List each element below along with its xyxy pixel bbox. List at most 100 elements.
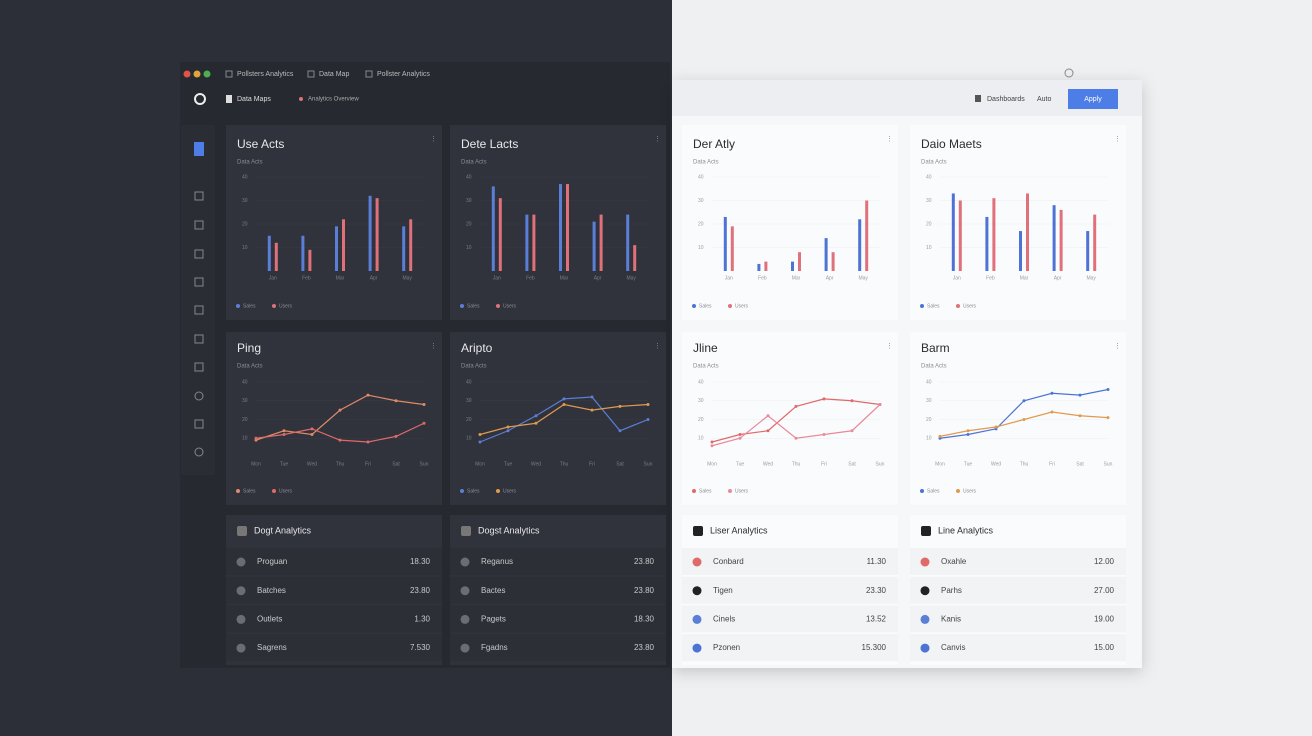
y-tick-label: 30 xyxy=(698,198,704,204)
chart-menu[interactable]: ⋮ xyxy=(430,136,437,143)
table-row[interactable] xyxy=(910,548,1126,575)
line-point xyxy=(766,429,770,433)
bar xyxy=(1086,231,1090,271)
bar xyxy=(723,216,727,271)
tab[interactable]: Data Map xyxy=(319,71,349,78)
bar xyxy=(1019,231,1022,271)
row-icon xyxy=(236,643,246,653)
chart-menu[interactable]: ⋮ xyxy=(1114,136,1121,143)
line-point xyxy=(966,433,970,436)
sidebar-icon[interactable] xyxy=(194,362,204,372)
x-tick-label: Feb xyxy=(758,275,767,281)
line-point xyxy=(1078,393,1082,397)
sidebar-icon[interactable] xyxy=(194,334,204,344)
legend-label: Sales xyxy=(467,303,480,309)
logo[interactable] xyxy=(194,93,206,105)
legend-label: Users xyxy=(735,303,749,309)
table-row[interactable] xyxy=(910,634,1126,662)
x-tick-label: Fri xyxy=(1049,461,1055,467)
chart-menu[interactable]: ⋮ xyxy=(654,343,661,350)
sidebar-icon[interactable] xyxy=(194,447,204,457)
table-row[interactable] xyxy=(682,548,898,575)
sidebar-active-icon[interactable] xyxy=(194,142,204,156)
sidebar-icon[interactable] xyxy=(194,220,204,230)
row-value: 19.00 xyxy=(1094,615,1115,624)
table-row[interactable] xyxy=(226,576,442,604)
sidebar-icons xyxy=(194,191,204,457)
table-row[interactable] xyxy=(682,605,898,633)
legend-swatch xyxy=(920,489,924,493)
window-maximize[interactable] xyxy=(203,70,211,78)
bar xyxy=(764,261,768,271)
tab[interactable]: Pollsters Analytics xyxy=(237,71,294,78)
legend-swatch xyxy=(460,304,464,308)
sidebar-icon[interactable] xyxy=(194,391,204,401)
tab-icon xyxy=(225,70,233,78)
y-tick-label: 20 xyxy=(242,417,248,423)
table-row[interactable] xyxy=(450,634,666,662)
row-icon xyxy=(920,614,930,624)
table-row[interactable] xyxy=(910,605,1126,633)
breadcrumb[interactable]: Analytics Overview xyxy=(308,97,359,103)
y-tick-label: 40 xyxy=(926,174,932,180)
row-value: 23.80 xyxy=(634,586,655,595)
line-point xyxy=(338,408,342,412)
table-row[interactable] xyxy=(910,576,1126,604)
chart-card xyxy=(910,125,1126,320)
sidebar-icon[interactable] xyxy=(194,419,204,429)
table-icon xyxy=(693,526,703,536)
chart-menu[interactable]: ⋮ xyxy=(430,343,437,350)
chart-menu[interactable]: ⋮ xyxy=(654,136,661,143)
table-row[interactable] xyxy=(682,634,898,662)
table-row[interactable] xyxy=(226,548,442,575)
chart-subtitle: Data Acts xyxy=(237,160,263,166)
legend-label: Sales xyxy=(243,303,256,309)
row-label: Proguan xyxy=(257,557,287,566)
chart-menu[interactable]: ⋮ xyxy=(886,343,893,350)
x-tick-label: Mon xyxy=(935,461,945,467)
toolbar-button[interactable]: Dashboards xyxy=(987,96,1025,103)
tab[interactable]: Pollster Analytics xyxy=(377,71,430,78)
table-row[interactable] xyxy=(450,576,666,604)
primary-button[interactable] xyxy=(1068,89,1118,109)
status-dot xyxy=(299,97,303,101)
chart-menu[interactable]: ⋮ xyxy=(1114,343,1121,350)
table-row[interactable] xyxy=(450,548,666,575)
window-close[interactable] xyxy=(183,70,191,78)
line-point xyxy=(562,397,566,401)
x-tick-label: May xyxy=(858,275,868,281)
row-icon xyxy=(692,557,702,567)
y-tick-label: 30 xyxy=(698,398,704,404)
table-row[interactable] xyxy=(682,576,898,604)
sidebar-icon[interactable] xyxy=(194,191,204,201)
sidebar-icon[interactable] xyxy=(194,305,204,315)
row-label: Pagets xyxy=(481,615,506,624)
legend-swatch xyxy=(956,489,960,493)
legend-label: Users xyxy=(503,488,517,494)
bar xyxy=(368,195,372,271)
toolbar-button[interactable]: Auto xyxy=(1037,96,1052,103)
primary-button-label[interactable]: Apply xyxy=(1084,96,1102,103)
table-row[interactable] xyxy=(450,605,666,633)
table-title: Dogt Analytics xyxy=(254,525,312,535)
line-point xyxy=(366,440,370,444)
window-minimize[interactable] xyxy=(193,70,201,78)
table-row[interactable] xyxy=(226,634,442,662)
bar xyxy=(267,235,271,271)
legend-swatch xyxy=(272,489,276,493)
table-row[interactable] xyxy=(226,605,442,633)
sidebar-icon[interactable] xyxy=(194,249,204,259)
nav-title[interactable]: Data Maps xyxy=(237,96,271,103)
legend-swatch xyxy=(956,304,960,308)
row-icon xyxy=(920,586,930,596)
legend-swatch xyxy=(692,304,696,308)
x-tick-label: May xyxy=(626,275,636,281)
search-icon[interactable] xyxy=(1064,68,1074,78)
x-tick-label: Tue xyxy=(504,461,513,467)
legend-label: Sales xyxy=(699,303,712,309)
x-tick-label: Sun xyxy=(644,461,653,467)
table-icon xyxy=(237,526,247,536)
sidebar-icon[interactable] xyxy=(194,277,204,287)
chart-menu[interactable]: ⋮ xyxy=(886,136,893,143)
y-tick-label: 10 xyxy=(926,245,932,251)
